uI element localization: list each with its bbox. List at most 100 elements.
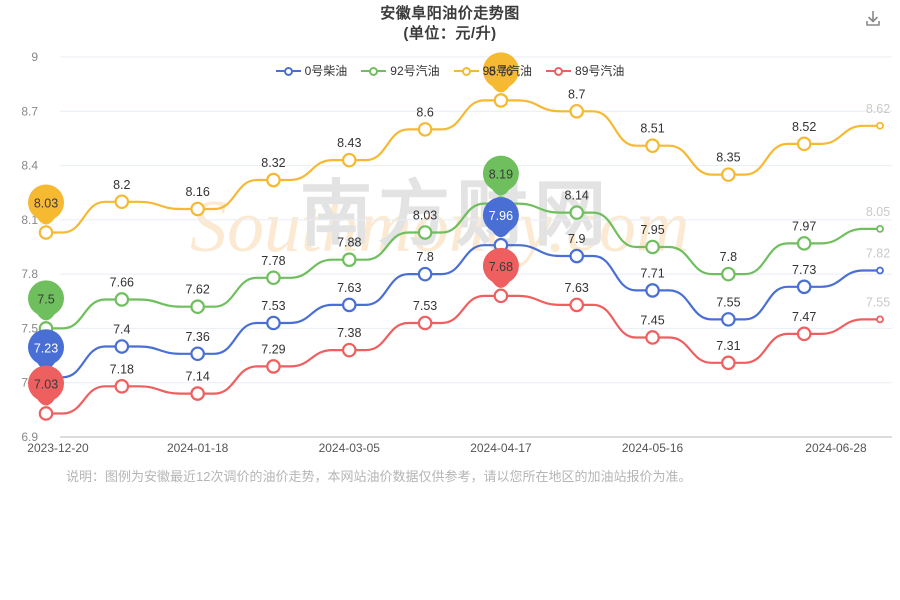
data-point-marker[interactable]: [876, 266, 884, 275]
data-point-marker[interactable]: [645, 283, 660, 298]
data-point-label: 7.78: [261, 254, 285, 268]
pin-value-label: 7.96: [489, 209, 513, 223]
data-point-marker[interactable]: [645, 239, 660, 255]
data-point-label: 7.29: [261, 342, 285, 356]
data-point-marker[interactable]: [569, 205, 585, 220]
data-point-label: 8.03: [413, 209, 437, 223]
pin-body: [28, 280, 64, 317]
pin-value-label: 7.68: [489, 260, 513, 274]
data-point-marker[interactable]: [341, 342, 357, 358]
data-point-marker[interactable]: [417, 122, 433, 137]
data-point-marker[interactable]: [38, 225, 54, 240]
data-point-marker[interactable]: [190, 201, 205, 217]
data-point-marker[interactable]: [721, 266, 736, 282]
data-point-label: 8.51: [640, 122, 664, 136]
data-point-marker[interactable]: [114, 292, 130, 307]
highlight-pin-marker[interactable]: 8.03: [28, 184, 64, 240]
data-point-marker[interactable]: [341, 252, 357, 267]
data-point-marker[interactable]: [796, 326, 812, 342]
data-point-label: 7.38: [337, 326, 361, 340]
highlight-pin-marker[interactable]: 8.76: [482, 52, 519, 108]
data-point-marker[interactable]: [569, 248, 585, 264]
pin-body: [482, 52, 519, 89]
legend-item-2[interactable]: 95号汽油: [453, 62, 532, 79]
legend-marker-icon: [361, 65, 387, 77]
data-point-label: 8.16: [185, 185, 209, 199]
y-axis-tick-label: 9: [31, 50, 38, 64]
data-point-marker[interactable]: [417, 225, 433, 240]
pin-body: [482, 155, 519, 192]
data-point-marker[interactable]: [796, 279, 812, 295]
highlight-pin-marker[interactable]: 7.68: [482, 247, 519, 304]
pin-body: [28, 329, 64, 366]
chart-footnote: 说明：图例为安徽最近12次调价的油价走势，本网站油价数据仅供参考，请以您所在地区…: [66, 469, 692, 484]
data-point-marker[interactable]: [569, 297, 585, 313]
data-point-marker[interactable]: [796, 136, 812, 152]
data-point-marker[interactable]: [645, 138, 660, 153]
data-point-label: 8.32: [261, 156, 285, 170]
data-point-marker[interactable]: [645, 330, 660, 345]
data-point-label: 7.36: [185, 330, 209, 344]
data-point-marker[interactable]: [266, 270, 281, 286]
data-point-label: 7.53: [261, 299, 285, 313]
data-point-marker[interactable]: [114, 339, 130, 354]
data-point-marker[interactable]: [38, 406, 54, 421]
pin-body: [482, 247, 519, 284]
data-point-marker[interactable]: [190, 386, 205, 401]
x-axis-tick-label: 2024-01-18: [167, 441, 229, 455]
data-point-label: 8.52: [792, 120, 816, 134]
pin-value-label: 7.5: [37, 292, 54, 306]
data-point-marker[interactable]: [721, 355, 736, 371]
data-point-label: 7.73: [792, 263, 816, 277]
data-point-marker[interactable]: [876, 315, 884, 324]
data-point-marker[interactable]: [796, 236, 812, 251]
series-line: [44, 294, 882, 415]
data-point-label: 8.05: [866, 205, 890, 219]
data-point-marker[interactable]: [114, 194, 130, 210]
series-3: 7.18 7.14 7.29 7.38 7.53 7.63 7.45 7.31 7.47 7.55: [44, 281, 890, 415]
y-axis-tick-label: 7.8: [21, 267, 38, 281]
data-point-label: 7.18: [110, 362, 134, 376]
data-point-marker[interactable]: [190, 346, 205, 362]
pin-value-label: 8.19: [489, 168, 513, 182]
data-point-marker[interactable]: [493, 288, 509, 304]
data-point-marker[interactable]: [721, 167, 736, 182]
x-axis-tick-label: 2024-06-28: [805, 441, 867, 455]
data-point-marker[interactable]: [266, 172, 281, 188]
download-icon[interactable]: [862, 8, 884, 30]
legend-marker-icon: [546, 65, 572, 77]
series-line: [44, 202, 882, 330]
data-point-label: 7.4: [113, 323, 130, 337]
data-point-marker[interactable]: [876, 121, 884, 130]
data-point-marker[interactable]: [341, 152, 357, 168]
data-point-label: 7.55: [866, 295, 890, 309]
data-point-label: 7.66: [110, 275, 134, 289]
data-point-marker[interactable]: [417, 315, 433, 331]
data-point-marker[interactable]: [417, 266, 433, 282]
highlight-pin-marker[interactable]: 7.96: [482, 197, 519, 253]
data-point-label: 7.45: [640, 313, 664, 327]
data-point-marker[interactable]: [114, 379, 130, 394]
series-1: 7.66 7.62 7.78 7.88 8.03 8.14 7.95 7.8 7.97 8.05: [44, 189, 890, 330]
data-point-label: 7.82: [866, 247, 890, 261]
legend-item-3[interactable]: 89号汽油: [546, 62, 624, 79]
pin-body: [28, 365, 64, 402]
data-point-label: 7.97: [792, 219, 816, 233]
legend-label: 89号汽油: [575, 64, 625, 78]
data-point-marker[interactable]: [569, 103, 585, 119]
data-point-marker[interactable]: [190, 299, 205, 315]
series-0: 7.4 7.36 7.53 7.63 7.8 7.9 7.71 7.55 7.73 7.82: [44, 232, 890, 379]
legend-item-1[interactable]: 92号汽油: [361, 62, 440, 79]
highlight-pin-marker[interactable]: 7.03: [28, 365, 64, 421]
data-point-marker[interactable]: [266, 315, 281, 331]
legend-item-0[interactable]: 0号柴油: [275, 62, 347, 79]
data-point-marker[interactable]: [876, 225, 884, 233]
data-point-marker[interactable]: [493, 93, 509, 108]
data-point-marker[interactable]: [721, 312, 736, 327]
y-axis-tick-label: 6.9: [21, 430, 38, 444]
y-axis-tick-label: 8.4: [21, 159, 38, 173]
data-point-marker[interactable]: [266, 359, 281, 374]
data-point-marker[interactable]: [341, 297, 357, 313]
